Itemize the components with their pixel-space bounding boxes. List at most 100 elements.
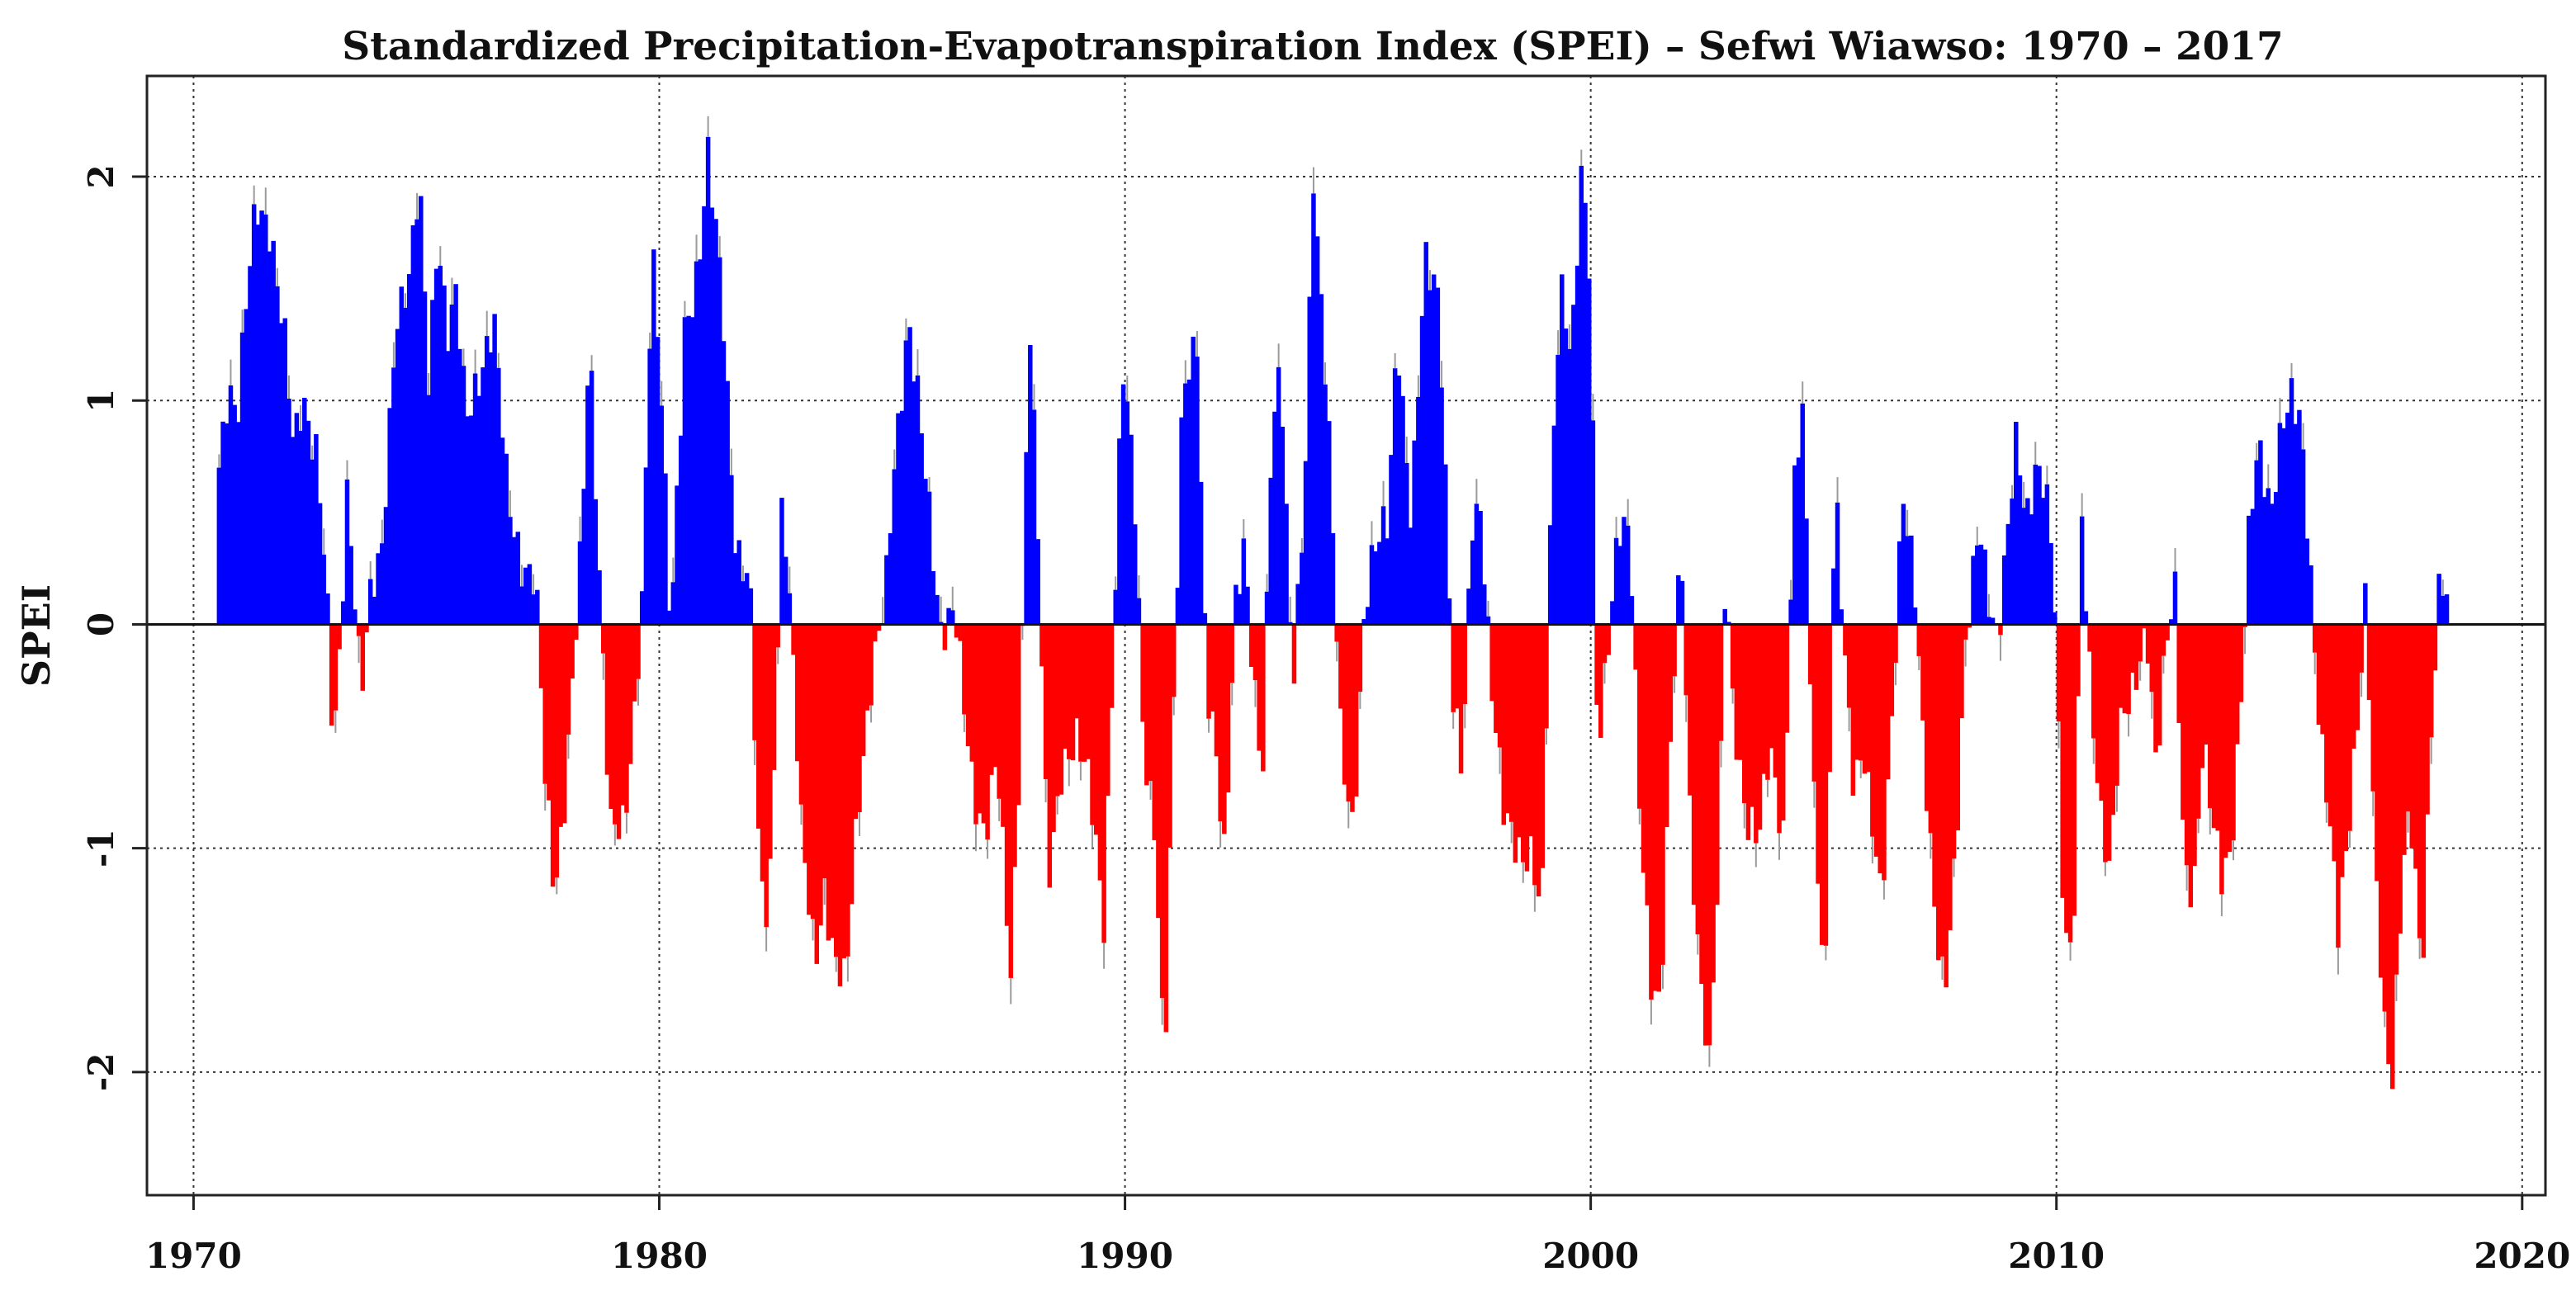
spei-bar	[2145, 624, 2151, 664]
spei-bar	[1210, 624, 1215, 712]
spei-bar	[857, 624, 862, 813]
spei-bar	[764, 624, 769, 928]
spei-bar	[1028, 344, 1033, 625]
spei-bar	[523, 567, 528, 625]
spei-bar	[2444, 594, 2450, 625]
spei-bar	[1854, 624, 1859, 760]
spei-bar	[1866, 624, 1871, 773]
spei-bar	[613, 624, 618, 825]
spei-bar	[1191, 336, 1196, 625]
spei-bar	[574, 624, 579, 640]
spei-bar	[869, 624, 874, 706]
spei-bar	[383, 507, 389, 625]
spei-bar	[484, 336, 490, 625]
spei-bar	[305, 420, 311, 625]
spei-bar	[527, 564, 533, 625]
spei-bar	[1590, 420, 1596, 625]
spei-bar	[736, 540, 741, 625]
spei-bar	[488, 352, 494, 625]
spei-bar	[2076, 624, 2081, 697]
spei-bar	[1586, 278, 1592, 625]
spei-bar	[585, 385, 590, 625]
spei-bar	[1804, 518, 1809, 625]
spei-bar	[2320, 624, 2325, 735]
spei-bar	[2324, 624, 2329, 803]
spei-bar	[651, 249, 656, 625]
spei-bar	[1780, 624, 1786, 821]
spei-bar	[1505, 624, 1510, 814]
spei-bar	[2200, 624, 2205, 768]
spei-bar	[670, 582, 676, 625]
spei-bar	[1357, 624, 1363, 693]
spei-bar	[403, 307, 408, 625]
spei-bar	[787, 593, 793, 625]
spei-bar	[783, 556, 788, 625]
spei-bar	[2087, 624, 2092, 652]
spei-bar	[965, 624, 971, 747]
spei-bar	[923, 479, 928, 625]
y-axis-label: SPEI	[14, 584, 59, 687]
spei-bar	[1400, 395, 1405, 625]
spei-bar	[504, 453, 509, 625]
spei-bar	[414, 219, 419, 625]
spei-bar	[705, 136, 711, 625]
spei-bar	[1159, 624, 1165, 999]
spei-bar	[1835, 502, 1840, 625]
spei-bar	[810, 624, 816, 919]
spei-bar	[1132, 524, 1138, 625]
spei-bar	[2247, 515, 2252, 625]
spei-bar	[1885, 624, 1891, 780]
spei-bar	[1924, 624, 1930, 811]
y-tick-label: -1	[81, 829, 121, 867]
spei-bar	[380, 543, 385, 625]
spei-bar	[1501, 624, 1507, 825]
spei-bar	[1761, 624, 1766, 774]
spei-bar	[1951, 624, 1957, 859]
spei-bar	[958, 624, 963, 641]
spei-bar	[1380, 506, 1386, 625]
spei-bar	[752, 624, 757, 740]
spei-bar	[1711, 624, 1716, 983]
chart-title: Standardized Precipitation-Evapotranspir…	[342, 24, 2284, 69]
spei-bar	[1261, 624, 1266, 772]
spei-bar	[969, 624, 975, 762]
spei-bar	[1047, 624, 1053, 888]
spei-bar	[1788, 599, 1793, 625]
spei-bar	[2270, 503, 2275, 625]
spei-bar	[682, 317, 688, 625]
spei-bar	[1807, 624, 1813, 685]
spei-bar	[1598, 624, 1603, 738]
spei-bar	[2441, 595, 2446, 625]
spei-bar	[1129, 434, 1134, 625]
spei-bar	[935, 594, 940, 625]
spei-bar	[2227, 624, 2233, 853]
spei-bar	[1140, 624, 1145, 722]
spei-bar	[2010, 498, 2015, 625]
spei-bar	[1248, 624, 1254, 667]
spei-bar	[864, 624, 870, 711]
spei-bar	[1039, 624, 1044, 667]
spei-bar	[1796, 457, 1802, 625]
spei-bar	[1846, 624, 1852, 708]
spei-bar	[2394, 624, 2399, 975]
spei-bar	[1214, 624, 1219, 757]
spei-bar	[597, 570, 602, 625]
spei-bar	[1485, 616, 1491, 625]
spei-bar	[1234, 584, 1238, 625]
spei-bar	[2297, 409, 2302, 625]
spei-bar	[2316, 624, 2322, 726]
spei-bar	[2332, 624, 2337, 862]
spei-bar	[1097, 624, 1103, 881]
spei-bar	[1198, 481, 1204, 625]
spei-bar	[469, 415, 474, 625]
spei-bar	[1257, 624, 1262, 751]
spei-bar	[950, 610, 955, 625]
spei-bar	[1202, 612, 1208, 625]
spei-bar	[873, 624, 878, 642]
spei-bar	[1683, 624, 1688, 696]
spei-bar	[1024, 451, 1029, 625]
spei-bar	[1536, 624, 1541, 897]
spei-bar	[2056, 624, 2062, 722]
spei-bar	[1195, 357, 1200, 625]
